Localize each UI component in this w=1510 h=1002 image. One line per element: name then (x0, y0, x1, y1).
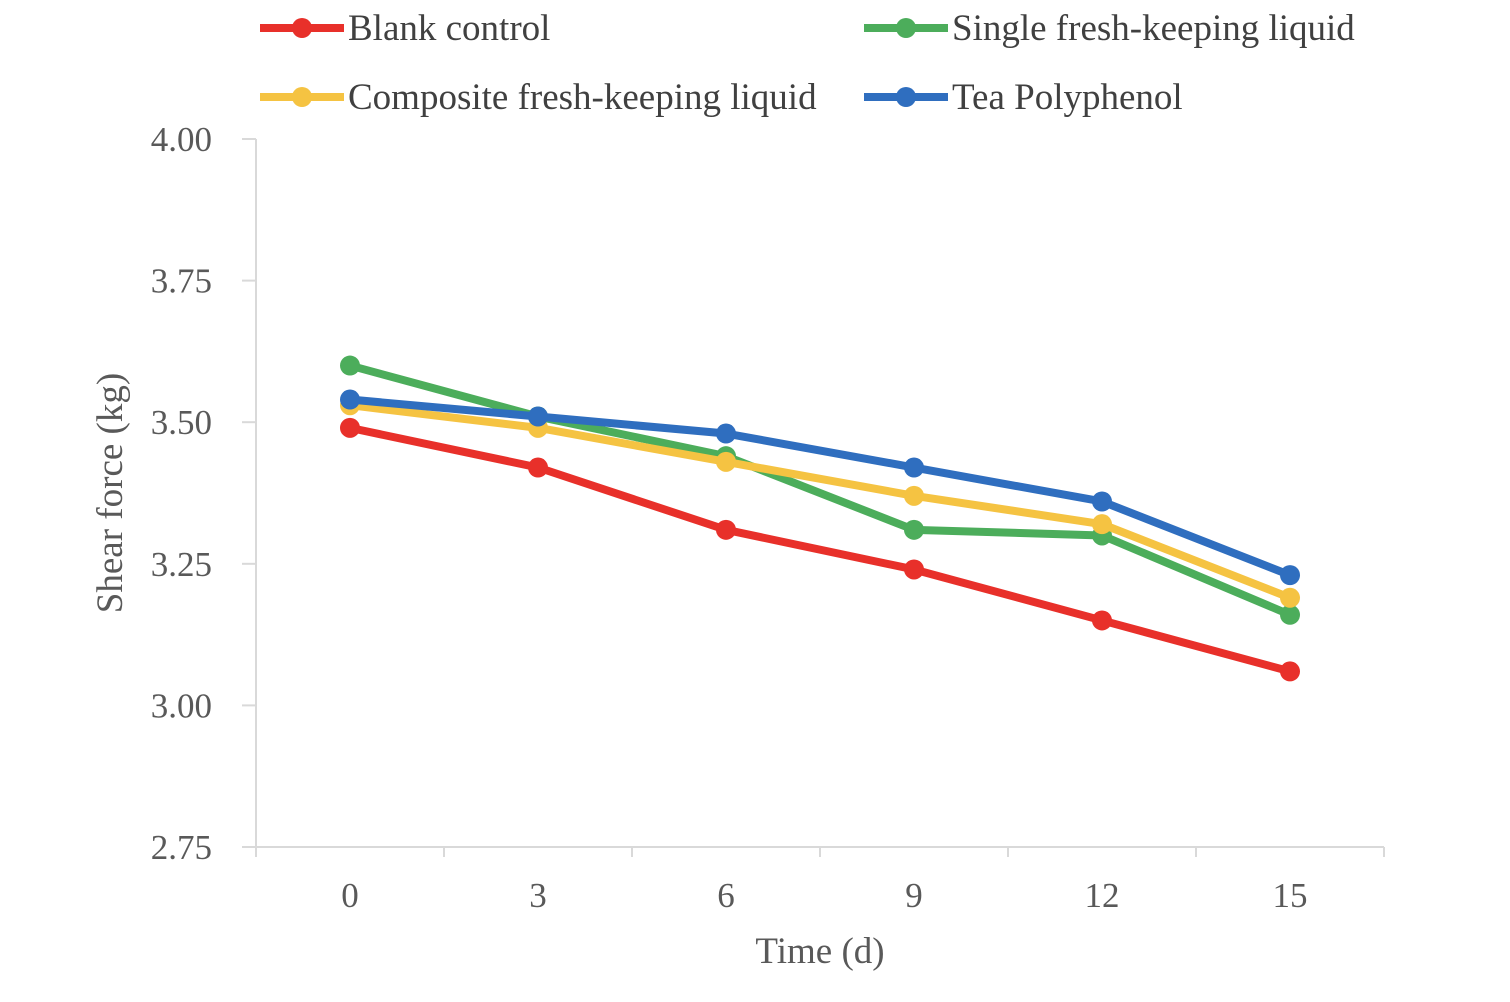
series-tea-polyphenol (340, 389, 1300, 586)
data-point (904, 519, 924, 540)
data-point (716, 519, 736, 540)
y-tick-label: 3.25 (151, 545, 212, 584)
data-point (904, 559, 924, 580)
x-tick-label: 9 (905, 876, 923, 915)
legend-swatch-marker (292, 87, 312, 107)
x-axis-title: Time (d) (755, 931, 884, 972)
legend-swatch-marker (896, 18, 916, 38)
x-tick-label: 3 (529, 876, 547, 915)
data-point (340, 389, 360, 410)
data-point (528, 406, 548, 427)
data-point (716, 451, 736, 472)
series-line (349, 401, 1292, 602)
legend-item: Tea Polyphenol (864, 77, 1183, 118)
series-line (349, 423, 1292, 676)
data-point (1280, 604, 1300, 625)
data-point (1092, 514, 1112, 535)
legend-label: Blank control (348, 8, 550, 49)
data-point (1092, 610, 1112, 631)
data-point (1280, 587, 1300, 608)
y-tick-label: 3.50 (151, 403, 212, 442)
legend-label: Single fresh-keeping liquid (952, 8, 1355, 49)
y-tick-label: 3.00 (151, 686, 212, 725)
series-single-fresh-keeping-liquid (340, 355, 1300, 625)
y-tick-label: 2.75 (151, 828, 212, 867)
x-tick-label: 6 (717, 876, 735, 915)
series-line (348, 361, 1292, 619)
data-point (904, 457, 924, 478)
data-point (904, 485, 924, 506)
x-axis: 0 3 6 9 12 15 (255, 846, 1385, 915)
legend-swatch-marker (896, 87, 916, 107)
legend-item: Single fresh-keeping liquid (864, 8, 1355, 49)
y-tick-label: 4.00 (151, 120, 212, 159)
y-tick-label: 3.75 (151, 262, 212, 301)
legend: Blank control Single fresh-keeping liquid… (260, 8, 1355, 118)
y-axis-title: Shear force (kg) (90, 373, 131, 613)
legend-label: Tea Polyphenol (952, 77, 1183, 118)
x-tick-label: 12 (1085, 876, 1120, 915)
data-point (716, 423, 736, 444)
x-tick-label: 0 (341, 876, 359, 915)
data-point (340, 417, 360, 438)
legend-item: Composite fresh-keeping liquid (260, 77, 817, 118)
series-blank-control (340, 417, 1300, 682)
y-axis: 4.00 3.75 3.50 3.25 3.00 2.75 (151, 120, 257, 867)
legend-item: Blank control (260, 8, 550, 49)
data-point (528, 457, 548, 478)
legend-label: Composite fresh-keeping liquid (348, 77, 817, 118)
data-point (340, 355, 360, 376)
x-tick-label: 15 (1273, 876, 1308, 915)
series-composite-fresh-keeping-liquid (340, 395, 1300, 608)
series-line (349, 395, 1292, 579)
legend-swatch-marker (292, 18, 312, 38)
data-point (1092, 491, 1112, 512)
data-point (1280, 661, 1300, 682)
series-group (340, 355, 1300, 682)
data-point (1280, 565, 1300, 586)
